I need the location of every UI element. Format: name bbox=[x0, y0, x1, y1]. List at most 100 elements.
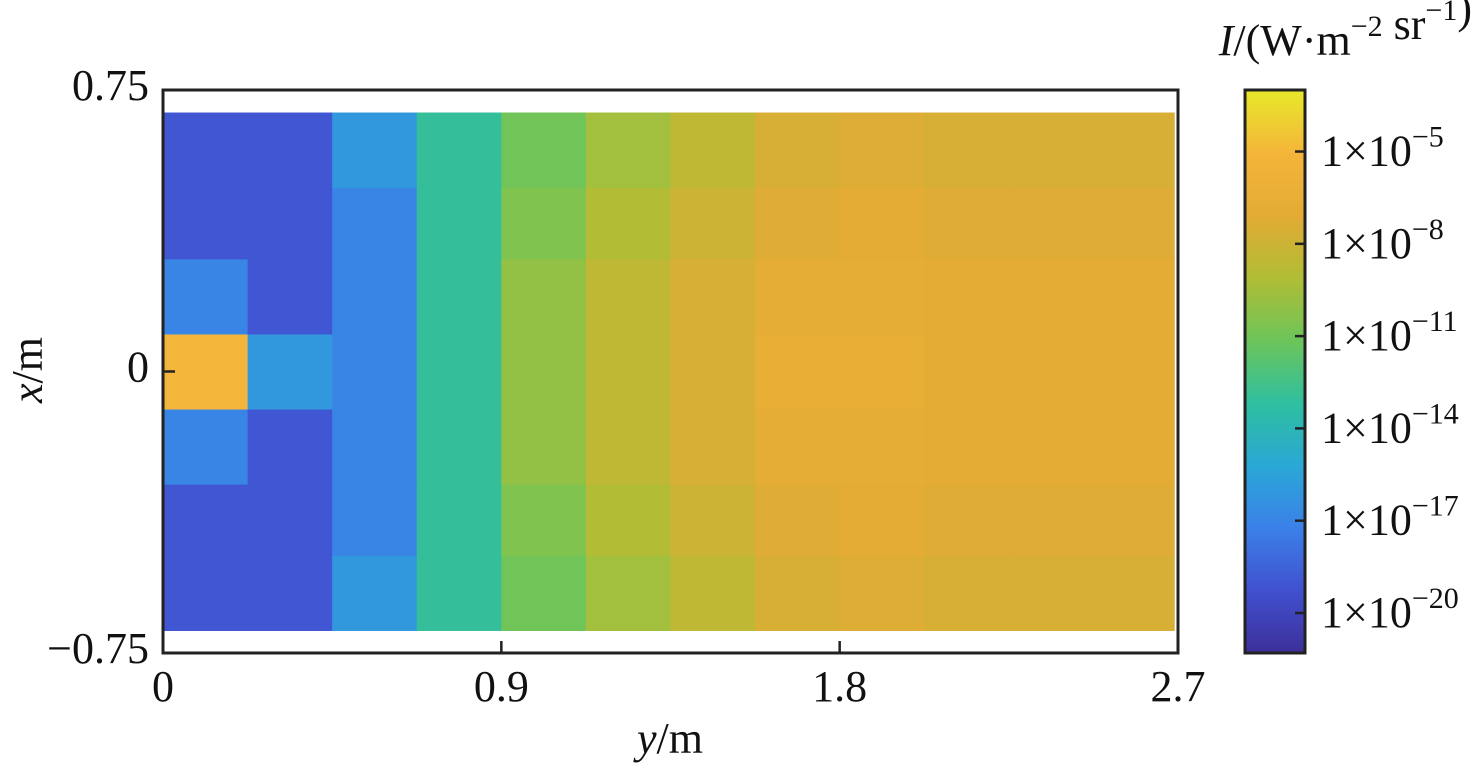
colorbar-segment bbox=[1245, 171, 1305, 176]
colorbar-segment bbox=[1245, 199, 1305, 204]
colorbar-frame bbox=[1243, 88, 1307, 655]
colorbar-segment bbox=[1245, 633, 1305, 637]
heatmap-cell bbox=[755, 112, 841, 189]
colorbar-segment bbox=[1245, 402, 1305, 406]
heatmap-cell bbox=[416, 555, 502, 631]
heatmap-cell bbox=[585, 409, 671, 485]
x-tick-label: 2.7 bbox=[1151, 662, 1206, 711]
colorbar-segment bbox=[1245, 320, 1305, 325]
colorbar-segment bbox=[1245, 106, 1305, 111]
colorbar-segment bbox=[1245, 154, 1305, 159]
colorbar-segment bbox=[1245, 515, 1305, 519]
heatmap-cell bbox=[755, 484, 841, 556]
colorbar-segment bbox=[1245, 135, 1305, 139]
colorbar-segment bbox=[1245, 219, 1305, 223]
colorbar-segment bbox=[1245, 216, 1305, 221]
colorbar-segment bbox=[1245, 424, 1305, 429]
colorbar-segment bbox=[1245, 306, 1305, 311]
heatmap-cell bbox=[416, 333, 502, 410]
x-axis-label: y/m bbox=[633, 714, 703, 763]
colorbar-segment bbox=[1245, 289, 1305, 294]
heatmap-cell bbox=[332, 112, 418, 189]
colorbar-segment bbox=[1245, 340, 1305, 344]
colorbar-segment bbox=[1245, 531, 1305, 536]
colorbar-tick-label: 1×10−17 bbox=[1321, 490, 1459, 545]
colorbar-segment bbox=[1245, 357, 1305, 361]
heatmap-cell bbox=[839, 258, 925, 335]
colorbar-segment bbox=[1245, 627, 1305, 632]
heatmap-cell bbox=[1008, 112, 1094, 189]
colorbar-segment bbox=[1245, 489, 1305, 494]
colorbar-segment bbox=[1245, 430, 1305, 435]
colorbar-segment bbox=[1245, 436, 1305, 440]
colorbar-segment bbox=[1245, 464, 1305, 468]
colorbar-segment bbox=[1245, 557, 1305, 561]
colorbar-segment bbox=[1245, 647, 1305, 651]
heatmap-cell bbox=[332, 333, 418, 410]
colorbar-segment bbox=[1245, 470, 1305, 474]
colorbar-segment bbox=[1245, 472, 1305, 477]
colorbar-segment bbox=[1245, 467, 1305, 471]
colorbar-tick-label: 1×10−20 bbox=[1321, 582, 1459, 637]
colorbar-segment bbox=[1245, 636, 1305, 640]
heatmap-cell bbox=[332, 409, 418, 485]
colorbar-segment bbox=[1245, 529, 1305, 533]
heatmap-cell bbox=[1008, 484, 1094, 556]
colorbar-segment bbox=[1245, 495, 1305, 499]
heatmap-cell bbox=[924, 333, 1010, 410]
colorbar-segment bbox=[1245, 377, 1305, 381]
colorbar-segment bbox=[1245, 160, 1305, 164]
colorbar-segment bbox=[1245, 560, 1305, 564]
heatmap-cell bbox=[416, 258, 502, 335]
colorbar-segment bbox=[1245, 303, 1305, 308]
colorbar-segment bbox=[1245, 196, 1305, 201]
colorbar-segment bbox=[1245, 104, 1305, 108]
colorbar-segment bbox=[1245, 143, 1305, 147]
y-axis-label: x/m bbox=[3, 337, 52, 404]
colorbar-segment bbox=[1245, 236, 1305, 240]
colorbar-segment bbox=[1245, 194, 1305, 198]
colorbar-segment bbox=[1245, 332, 1305, 336]
colorbar-segment bbox=[1245, 264, 1305, 268]
colorbar-segment bbox=[1245, 413, 1305, 418]
heatmap-cell bbox=[247, 333, 333, 410]
colorbar-segment bbox=[1245, 382, 1305, 387]
heatmap-cell bbox=[839, 112, 925, 189]
heatmap-cell bbox=[501, 333, 587, 410]
heatmap-cell bbox=[1008, 187, 1094, 260]
colorbar-segment bbox=[1245, 458, 1305, 463]
colorbar-segment bbox=[1245, 315, 1305, 319]
heatmap-cell bbox=[1093, 258, 1175, 335]
colorbar-segment bbox=[1245, 368, 1305, 373]
heatmap-cell bbox=[585, 112, 671, 189]
colorbar-segment bbox=[1245, 616, 1305, 620]
heatmap-cell bbox=[924, 112, 1010, 189]
heatmap-cell bbox=[163, 333, 249, 410]
colorbar-segment bbox=[1245, 441, 1305, 446]
colorbar-segment bbox=[1245, 267, 1305, 271]
colorbar-segment bbox=[1245, 427, 1305, 432]
colorbar-segment bbox=[1245, 503, 1305, 508]
x-tick-label: 1.8 bbox=[812, 662, 867, 711]
colorbar-segment bbox=[1245, 163, 1305, 167]
colorbar-segment bbox=[1245, 101, 1305, 105]
colorbar-segment bbox=[1245, 641, 1305, 646]
colorbar-segment bbox=[1245, 272, 1305, 277]
heatmap-cell bbox=[839, 409, 925, 485]
heatmap-cell bbox=[163, 112, 249, 189]
colorbar-segment bbox=[1245, 140, 1305, 145]
colorbar-segment bbox=[1245, 593, 1305, 598]
colorbar-segment bbox=[1245, 517, 1305, 522]
colorbar-segment bbox=[1245, 385, 1305, 389]
colorbar-segment bbox=[1245, 588, 1305, 592]
colorbar-segment bbox=[1245, 323, 1305, 328]
heatmap-cell bbox=[1093, 333, 1175, 410]
colorbar-segment bbox=[1245, 233, 1305, 237]
colorbar-segment bbox=[1245, 318, 1305, 322]
colorbar-segment bbox=[1245, 213, 1305, 218]
heatmap-cell bbox=[585, 258, 671, 335]
colorbar-segment bbox=[1245, 638, 1305, 643]
heatmap-cell bbox=[1093, 555, 1175, 631]
colorbar-segment bbox=[1245, 498, 1305, 502]
heatmap-cell bbox=[416, 112, 502, 189]
